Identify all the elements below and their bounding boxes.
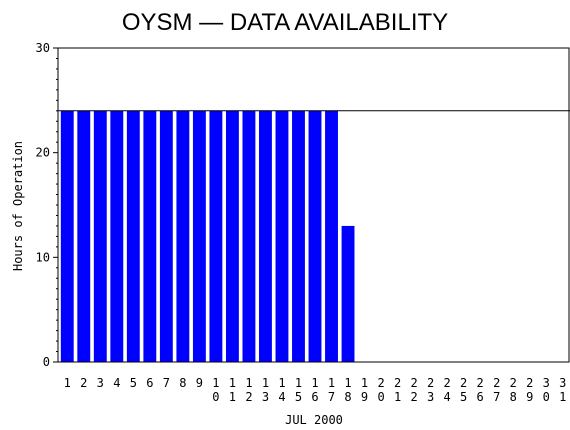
x-tick-label: 6	[146, 376, 153, 390]
bar-day-9	[192, 110, 206, 362]
bar-day-18	[341, 225, 355, 362]
y-axis-label: Hours of Operation	[11, 141, 25, 271]
x-tick-label: 9	[196, 376, 203, 390]
x-tick-label: 5	[130, 376, 137, 390]
y-tick-label: 0	[43, 355, 50, 369]
y-tick-label: 20	[36, 146, 50, 160]
bar-day-4	[110, 110, 124, 362]
bar-day-2	[77, 110, 91, 362]
x-tick-label: 2	[80, 376, 87, 390]
bar-day-15	[292, 110, 305, 362]
bar-day-11	[225, 110, 239, 362]
bar-day-12	[242, 110, 256, 362]
x-tick-label: 1	[64, 376, 71, 390]
bar-day-1	[60, 110, 74, 362]
bars-layer	[60, 110, 355, 362]
y-tick-label: 10	[36, 250, 50, 264]
x-tick-label: 3	[97, 376, 104, 390]
bar-day-17	[325, 110, 338, 362]
chart-title: OYSM — DATA AVAILABILITY	[122, 9, 448, 36]
y-ticks: 0 10 20 30	[36, 41, 58, 369]
bar-day-7	[159, 110, 173, 362]
bar-day-3	[93, 110, 107, 362]
x-ticks: 1 2 3 4 5 6 7 8 9 1 01 11 21 31 41 51 61 71 81 92 02 12 22 32 42…	[64, 376, 567, 404]
bar-day-14	[275, 110, 289, 362]
bar-day-10	[209, 110, 223, 362]
bar-day-8	[176, 110, 190, 362]
x-tick-label: 8	[179, 376, 186, 390]
x-axis-label: JUL 2000	[285, 413, 343, 427]
bar-day-5	[126, 110, 140, 362]
bar-day-16	[308, 110, 322, 362]
bar-day-6	[143, 110, 157, 362]
y-tick-label: 30	[36, 41, 50, 55]
x-tick-label: 7	[163, 376, 170, 390]
x-tick-label: 4	[113, 376, 120, 390]
bar-day-13	[259, 110, 272, 362]
